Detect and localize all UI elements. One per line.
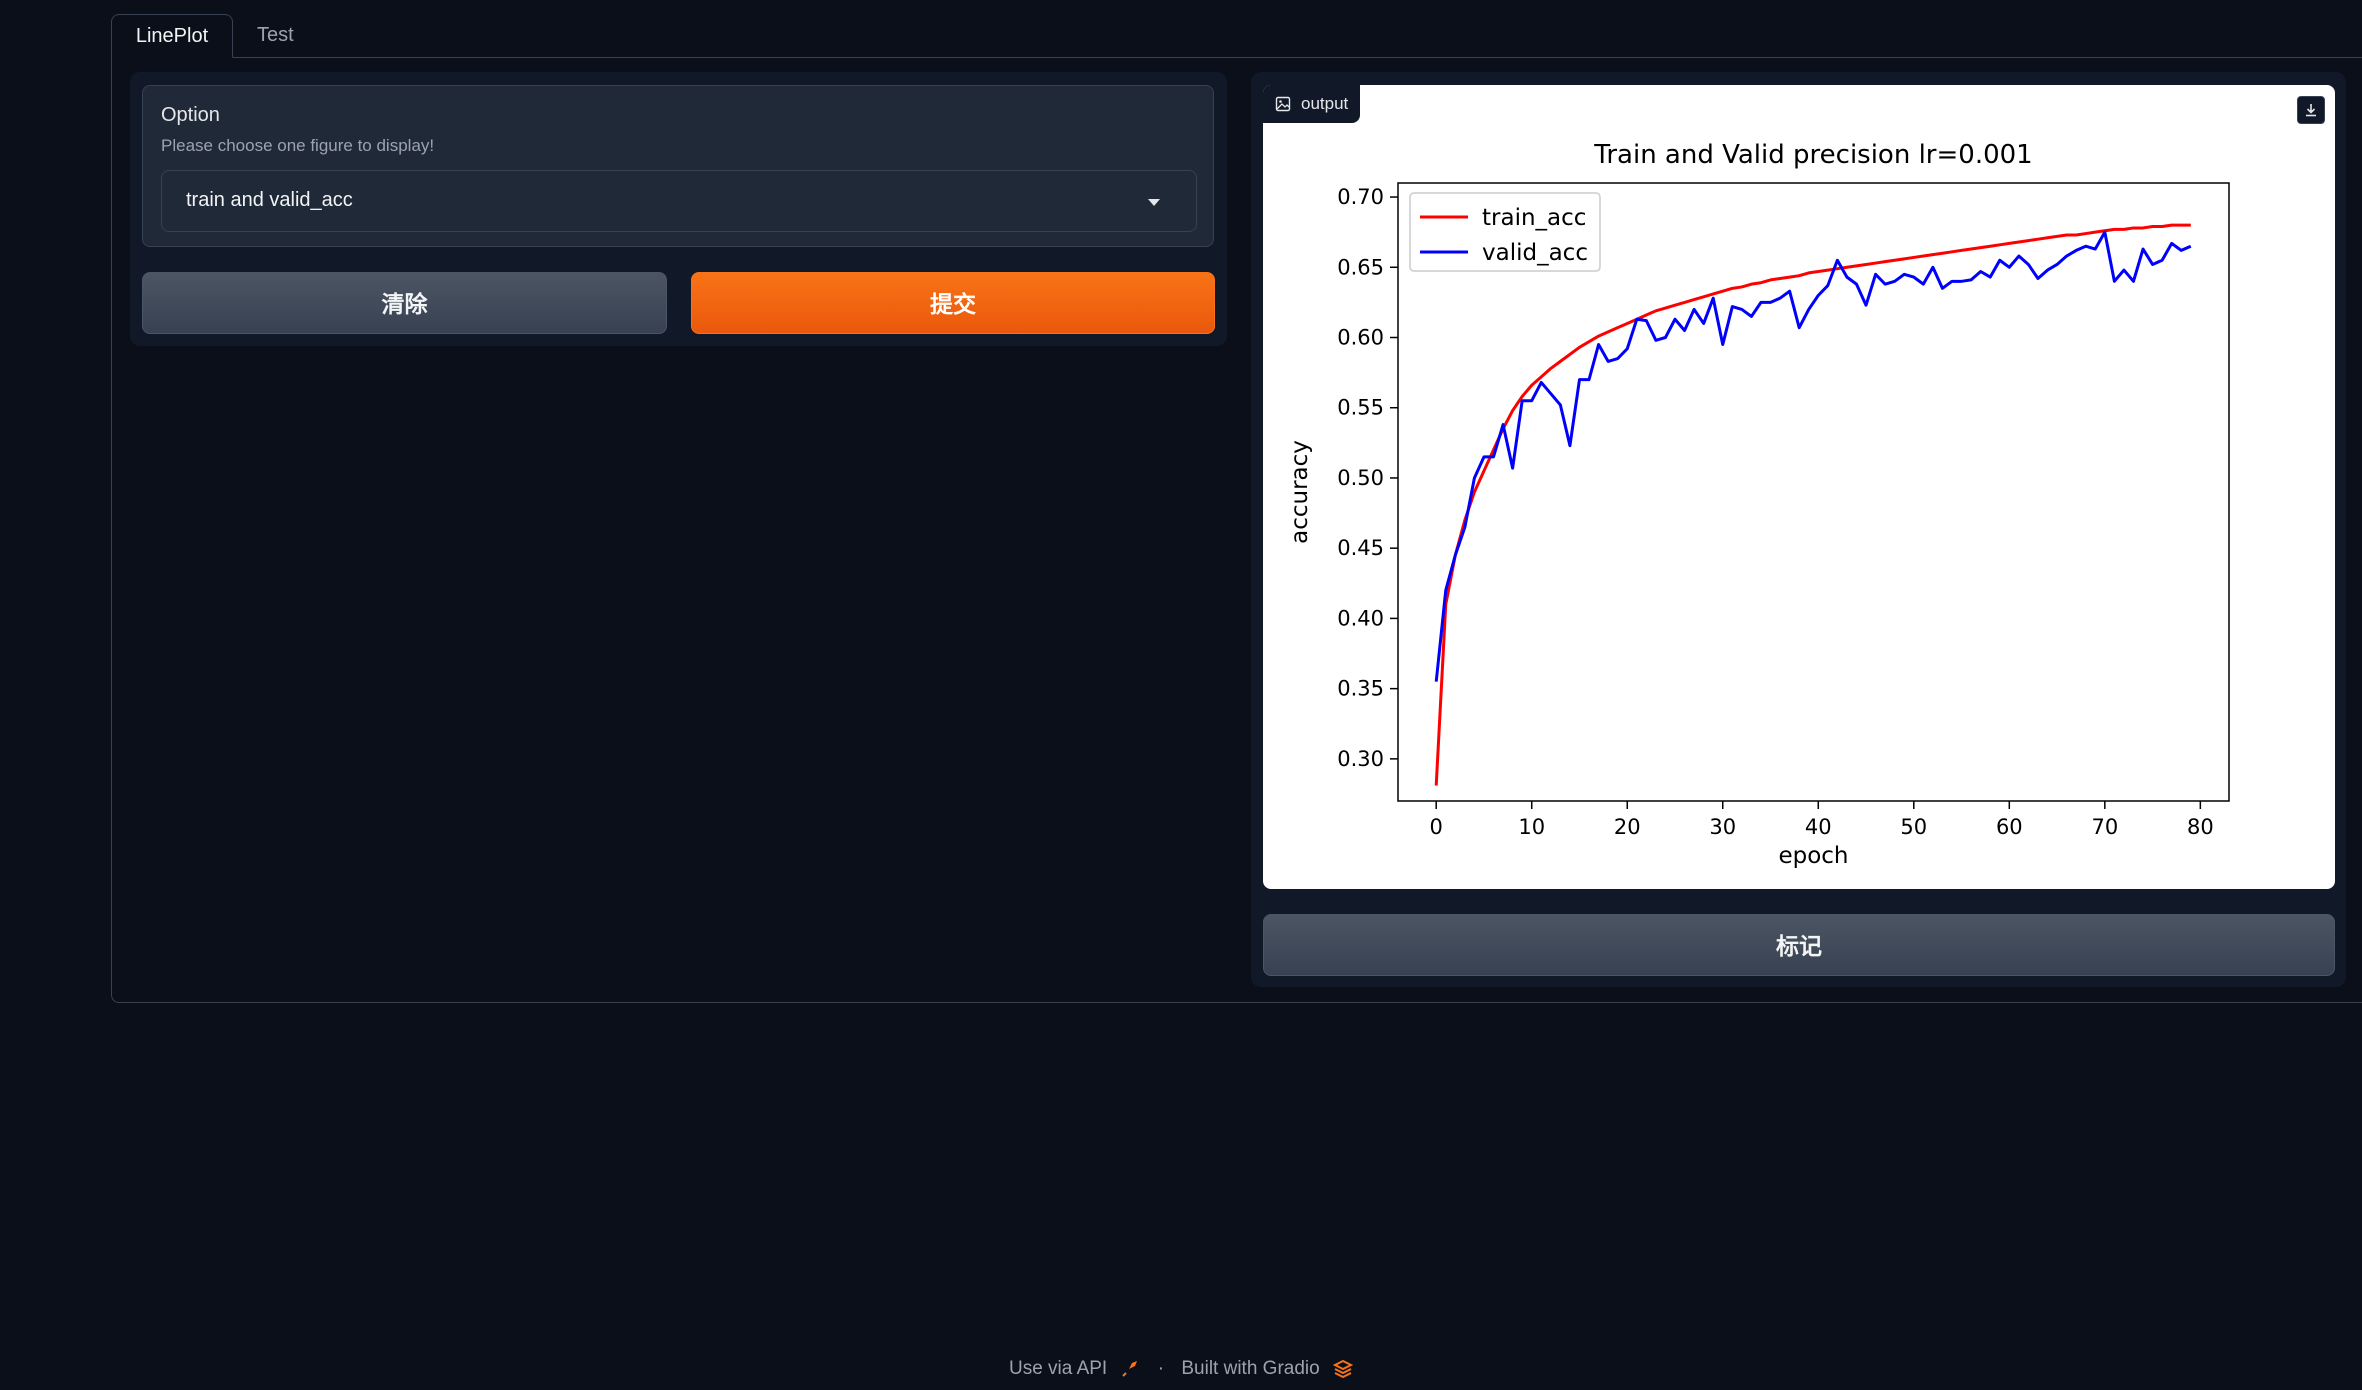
download-button[interactable] [2297,96,2325,124]
built-with-gradio-link[interactable]: Built with Gradio [1181,1358,1320,1379]
x-tick-label: 80 [2187,815,2214,839]
series-line-train_acc [1434,223,2191,786]
legend-label: train_acc [1482,205,1586,231]
clear-button[interactable]: 清除 [142,272,667,334]
output-image: Train and Valid precision lr=0.001 0 10 20 3… [1263,85,2335,889]
y-tick-label: 0.70 [1337,185,1384,209]
rocket-icon [1122,1361,1138,1377]
option-dropdown-block: Option Please choose one figure to displ… [142,85,1214,247]
x-tick-label: 40 [1805,815,1832,839]
y-tick-label: 0.35 [1337,677,1384,701]
y-tick-label: 0.65 [1337,255,1384,279]
gradio-logo-icon [1332,1359,1354,1379]
tab-lineplot[interactable]: LinePlot [111,14,233,58]
y-tick-label: 0.60 [1337,326,1384,350]
footer: Use via API · Built with Gradio [0,1358,2362,1380]
plot-frame [1397,182,2230,802]
tab-panel-frame [111,57,2362,1003]
dropdown-selected-value: train and valid_acc [186,189,353,211]
x-tick-label: 60 [1996,815,2023,839]
legend-label: valid_acc [1482,240,1588,266]
y-tick-label: 0.45 [1337,536,1384,560]
x-tick-label: 50 [1900,815,1927,839]
submit-button[interactable]: 提交 [691,272,1215,334]
accuracy-line-chart: Train and Valid precision lr=0.001 0 10 20 3… [1287,140,2230,869]
image-icon [1275,96,1291,112]
tab-test[interactable]: Test [257,24,294,46]
caret-down-icon [1148,199,1160,206]
x-tick-label: 70 [2091,815,2118,839]
x-axis-label: epoch [1778,843,1848,869]
option-label: Option [161,104,220,126]
x-tick-label: 30 [1709,815,1736,839]
y-tick-label: 0.55 [1337,396,1384,420]
download-icon [2306,104,2316,117]
tab-bar: LinePlot Test [111,14,2362,58]
y-tick-label: 0.30 [1337,747,1384,771]
footer-separator: · [1157,1358,1165,1379]
use-via-api-link[interactable]: Use via API [1008,1358,1108,1379]
option-dropdown[interactable]: train and valid_acc [161,170,1197,232]
option-info: Please choose one figure to display! [161,136,435,155]
output-image-label: output [1263,85,1361,123]
x-tick-label: 0 [1430,815,1443,839]
flag-button[interactable]: 标记 [1263,914,2335,976]
y-tick-label: 0.50 [1337,466,1384,490]
y-axis-label: accuracy [1287,440,1313,544]
output-label-text: output [1301,94,1349,113]
x-tick-label: 10 [1518,815,1545,839]
series-line-valid_acc [1434,230,2192,682]
chart-title: Train and Valid precision lr=0.001 [1593,140,2032,170]
x-tick-label: 20 [1614,815,1641,839]
y-tick-label: 0.40 [1337,606,1384,630]
